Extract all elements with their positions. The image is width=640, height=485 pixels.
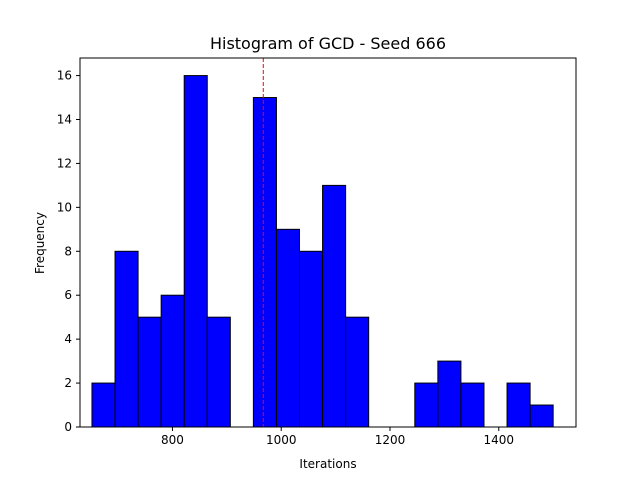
- histogram-bar: [252, 97, 277, 428]
- y-tick-label: 16: [57, 69, 72, 83]
- bars-group: [91, 75, 554, 428]
- y-tick-label: 14: [57, 113, 72, 127]
- y-axis-ticks: 0 2 4 6 8 10 12 14 16: [57, 69, 80, 434]
- histogram-bar: [137, 316, 162, 428]
- y-tick-label: 4: [64, 332, 72, 346]
- y-axis-label: Frequency: [33, 212, 47, 274]
- histogram-bar: [437, 360, 462, 428]
- x-tick-label: 1400: [483, 433, 514, 447]
- histogram-bar: [345, 316, 370, 428]
- histogram-bar: [299, 250, 324, 428]
- histogram-bar: [529, 404, 554, 428]
- x-axis-ticks: 800 1000 1200 1400: [161, 427, 514, 447]
- x-tick-label: 1200: [375, 433, 406, 447]
- histogram-bar: [114, 250, 139, 428]
- y-tick-label: 0: [64, 420, 72, 434]
- y-tick-label: 10: [57, 200, 72, 214]
- y-tick-label: 12: [57, 156, 72, 170]
- y-tick-label: 8: [64, 244, 72, 258]
- y-tick-label: 6: [64, 288, 72, 302]
- histogram-bar: [322, 184, 347, 428]
- y-tick-label: 2: [64, 376, 72, 390]
- x-tick-label: 800: [161, 433, 184, 447]
- plot-frame: [79, 57, 577, 428]
- histogram-bar: [460, 382, 485, 428]
- histogram-bar: [275, 228, 301, 428]
- x-tick-label: 1000: [266, 433, 297, 447]
- histogram-bar: [183, 75, 208, 428]
- histogram-bar: [91, 382, 116, 428]
- histogram-bar: [414, 382, 439, 428]
- histogram-bar: [206, 316, 231, 428]
- histogram-bar: [160, 294, 185, 428]
- histogram-bar: [506, 382, 531, 428]
- x-axis-label: Iterations: [299, 457, 356, 471]
- chart-title: Histogram of GCD - Seed 666: [210, 34, 446, 53]
